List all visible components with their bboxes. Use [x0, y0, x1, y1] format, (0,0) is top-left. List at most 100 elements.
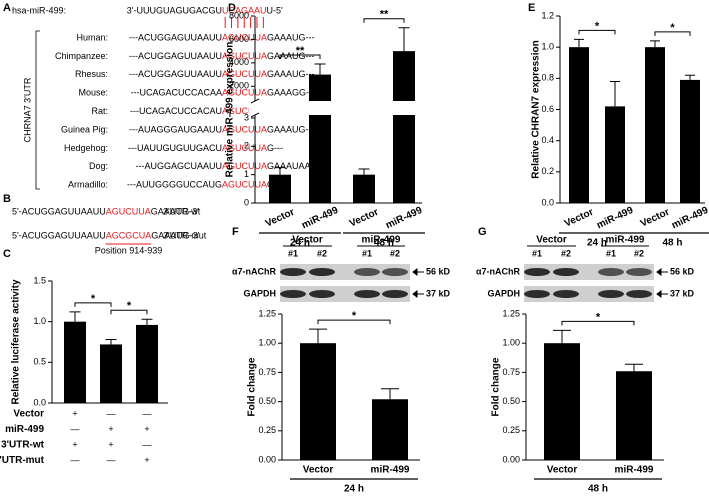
- error-bar: [274, 167, 286, 175]
- significance-label: *: [596, 311, 601, 323]
- y-tick-label: 8000: [229, 10, 249, 20]
- blot-band: [553, 268, 579, 276]
- condition-name: miR-499: [5, 424, 44, 435]
- condition-mark: —: [143, 439, 152, 449]
- error-bar: [358, 168, 370, 175]
- blot-band: [598, 290, 624, 298]
- protein-label: GAPDH: [487, 288, 520, 298]
- species: Human:: [76, 32, 108, 42]
- species: Rat:: [91, 106, 108, 116]
- condition-mark: +: [108, 424, 113, 434]
- condition-mark: —: [107, 408, 116, 418]
- y-tick-label: 0.50: [258, 396, 276, 406]
- species: Chimpanzee:: [55, 51, 108, 61]
- y-tick-label: 0.75: [502, 367, 520, 377]
- species: Rhesus:: [75, 69, 108, 79]
- error-bar: [625, 363, 643, 372]
- y-tick-label: 4000: [229, 57, 249, 67]
- protein-label: GAPDH: [243, 288, 276, 298]
- error-bar: [314, 63, 326, 75]
- blot-band: [626, 268, 652, 276]
- y-axis-label: Relative luciferase activity: [11, 279, 22, 405]
- blot-band: [524, 290, 550, 298]
- sequence: ---UAUUGUGUUGACU: [128, 143, 222, 153]
- group-label: 48 h: [374, 238, 394, 249]
- x-tick-label: miR-499: [670, 205, 709, 232]
- x-tick-label: miR-499: [384, 205, 424, 232]
- sequence: GAAAUG-3': [151, 230, 200, 240]
- y-tick-label: 0.00: [258, 454, 276, 464]
- error-bar: [105, 339, 117, 345]
- size-arrow: [412, 290, 424, 298]
- error-bar: [381, 388, 399, 400]
- blot-band: [309, 268, 335, 276]
- sequence: ---AUGGAGCUAAUU: [135, 161, 222, 171]
- significance-label: *: [670, 22, 675, 34]
- panel-label: C: [3, 248, 11, 260]
- sequence: ---AUUGGGGUCCAUG: [127, 180, 222, 190]
- target-site: AGUCUUA: [222, 143, 267, 153]
- panel-label: A: [3, 2, 11, 14]
- significance-label: *: [352, 310, 357, 322]
- lane-label: #1: [362, 248, 372, 258]
- size-arrow: [656, 290, 668, 298]
- x-tick-label: Vector: [303, 465, 334, 476]
- panel-label: G: [478, 226, 487, 238]
- blot-group: miR-499: [606, 235, 645, 246]
- sequence: 5'-ACUGGAGUUAAUU: [12, 206, 106, 216]
- species: Dog:: [89, 161, 108, 171]
- panel-label: D: [228, 2, 236, 14]
- y-axis-label: Fold change: [491, 357, 502, 416]
- significance-label: *: [127, 300, 132, 312]
- sequence: GAAAUG-3': [151, 206, 200, 216]
- blot-strip: [524, 286, 654, 302]
- condition-mark: —: [143, 408, 152, 418]
- blot-band: [280, 268, 306, 276]
- panel-label: E: [528, 2, 535, 14]
- target-site: AGUCUUA: [222, 106, 267, 116]
- y-tick-label: 0.5: [33, 357, 46, 367]
- error-bar: [553, 329, 571, 344]
- y-tick-label: 1.0: [541, 42, 554, 52]
- bar: [136, 324, 158, 403]
- size-arrow: [412, 268, 424, 276]
- bar: [269, 174, 291, 203]
- lane-label: #2: [561, 248, 571, 258]
- bar: [569, 47, 589, 203]
- sequence: GAAAUG---: [267, 69, 315, 79]
- panel-label: B: [3, 193, 11, 205]
- lane-label: #2: [390, 248, 400, 258]
- target-site: AGUCUUA: [222, 88, 267, 98]
- blot-band: [382, 268, 408, 276]
- species: Mouse:: [78, 88, 108, 98]
- y-tick-label: 0.4: [541, 135, 554, 145]
- y-axis-label: Relative miR-499 expression: [225, 42, 236, 178]
- y-axis-label: Relative CHRAN7 expression: [531, 40, 542, 178]
- bar: [544, 343, 580, 460]
- y-tick-label: 1.25: [258, 308, 276, 318]
- group-label: 48 h: [588, 484, 608, 495]
- blot-band: [524, 268, 550, 276]
- group-label: 24 h: [290, 238, 310, 249]
- y-tick-label: 0: [244, 197, 249, 207]
- break-mark: [250, 98, 260, 118]
- y-tick-label: 1.0: [33, 316, 46, 326]
- error-bar: [650, 40, 660, 48]
- species: Guinea Pig:: [61, 124, 108, 134]
- group-label: 24 h: [344, 484, 364, 495]
- significance-bracket: [363, 18, 405, 23]
- x-tick-label: Vector: [348, 207, 380, 230]
- error-bar: [141, 318, 153, 325]
- y-tick-label: 0.25: [258, 425, 276, 435]
- bar: [616, 371, 652, 460]
- condition-mark: +: [108, 439, 113, 449]
- sequence: GAAAUG---: [267, 51, 315, 61]
- significance-bracket: [561, 320, 635, 326]
- significance-bracket: [110, 309, 148, 315]
- sequence: U-5': [267, 5, 284, 15]
- blot-group: Vector: [536, 235, 567, 246]
- bar: [353, 174, 375, 203]
- target-site: AGUCUUA: [222, 51, 267, 61]
- bar: [605, 106, 625, 203]
- y-tick-label: 3: [244, 112, 249, 122]
